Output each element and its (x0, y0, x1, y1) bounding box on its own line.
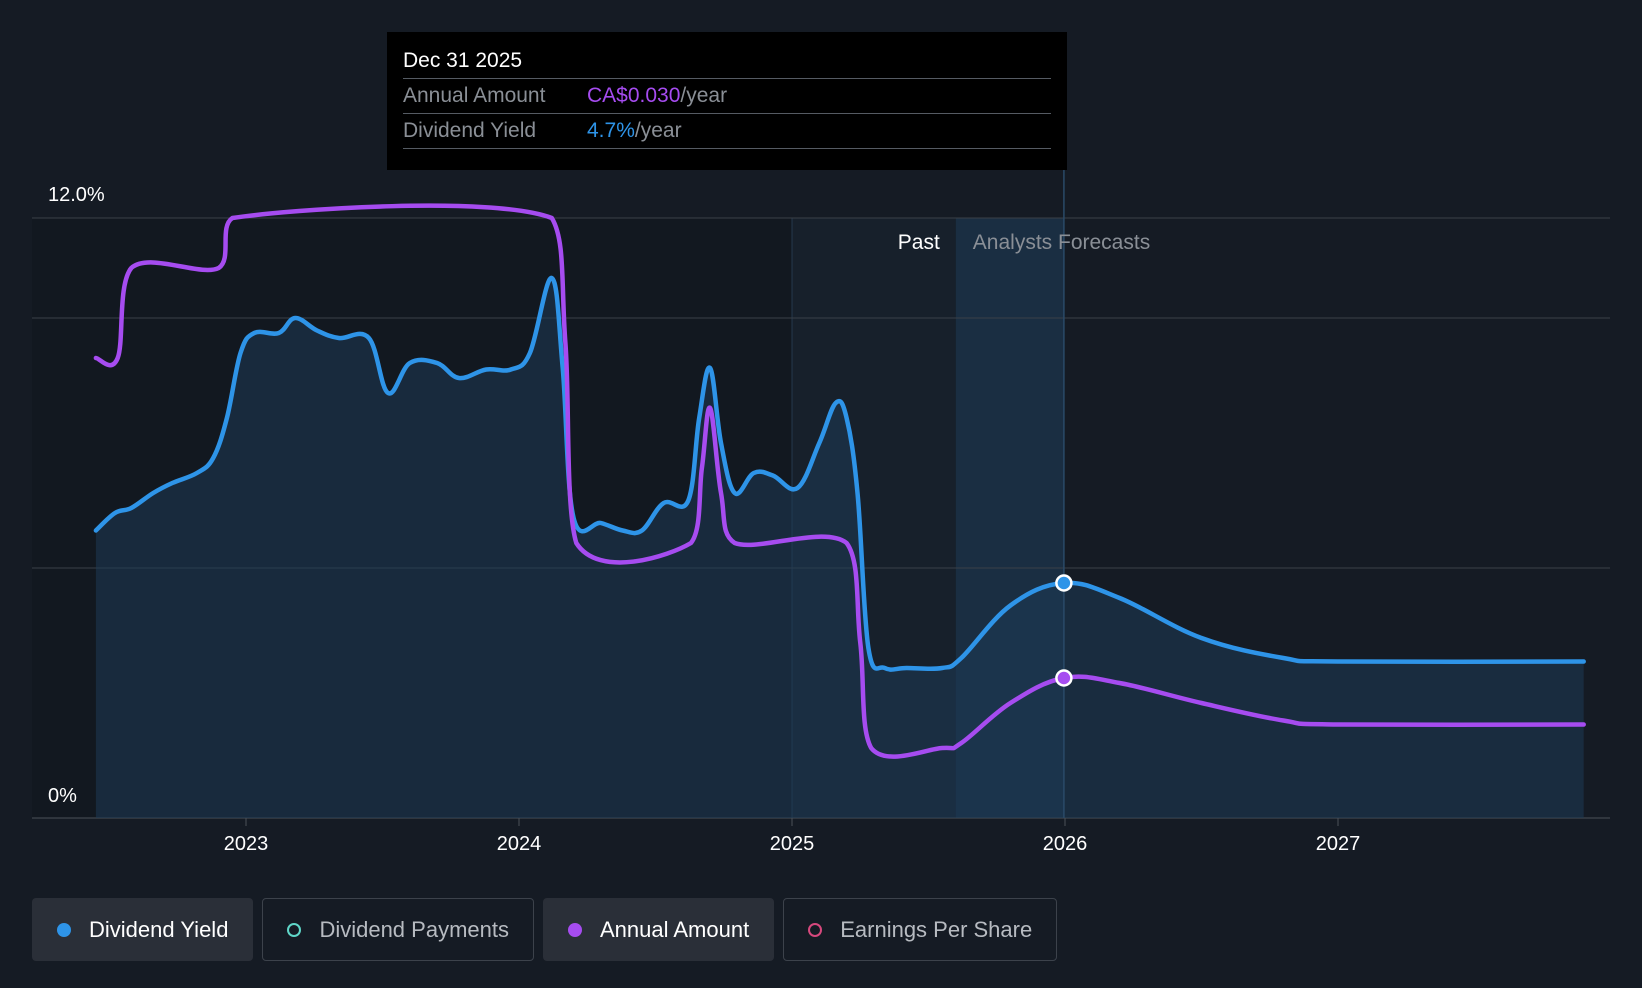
analysts-forecasts-label: Analysts Forecasts (973, 231, 1150, 254)
chart-tooltip: Dec 31 2025 Annual Amount CA$0.030 /year… (387, 32, 1067, 170)
earnings-per-share-ring-icon (808, 922, 823, 937)
legend-label: Earnings Per Share (840, 916, 1033, 942)
x-tick-label: 2026 (1043, 833, 1088, 855)
chart-legend: Dividend Yield Dividend Payments Annual … (32, 898, 1058, 961)
dividend-payments-ring-icon (287, 922, 302, 937)
dividend-yield-dot-icon (57, 922, 71, 937)
tooltip-unit: /year (680, 84, 728, 107)
tooltip-date: Dec 31 2025 (403, 44, 1051, 79)
legend-label: Dividend Payments (319, 916, 509, 942)
tooltip-unit: /year (634, 119, 682, 142)
y-tick-label: 0% (48, 785, 77, 807)
dividend-yield-area (95, 277, 1584, 818)
annual-amount-highlight-point (1055, 669, 1073, 687)
x-tick-label: 2023 (224, 833, 269, 855)
legend-label: Annual Amount (599, 916, 750, 942)
tooltip-value: 4.7% (587, 119, 635, 142)
annual-amount-dot-icon (567, 922, 582, 937)
annual-amount-line (93, 203, 1586, 759)
y-tick-label: 12.0% (48, 184, 105, 206)
legend-label: Dividend Yield (89, 916, 229, 942)
legend-annual-amount[interactable]: Annual Amount (542, 898, 775, 961)
tooltip-label: Dividend Yield (403, 119, 537, 142)
tooltip-label: Annual Amount (403, 84, 546, 107)
dividend-yield-line (93, 275, 1586, 672)
legend-earnings-per-share[interactable]: Earnings Per Share (783, 898, 1058, 961)
tooltip-row-annual-amount: Annual Amount CA$0.030 /year (403, 79, 1051, 114)
tooltip-value: CA$0.030 (587, 84, 681, 107)
x-tick-label: 2027 (1316, 833, 1361, 855)
dividend-yield-highlight-point (1055, 574, 1073, 592)
legend-dividend-yield[interactable]: Dividend Yield (32, 898, 254, 961)
x-tick-label: 2024 (497, 833, 542, 855)
past-label: Past (898, 231, 940, 254)
x-tick-label: 2025 (770, 833, 815, 855)
legend-dividend-payments[interactable]: Dividend Payments (262, 898, 534, 961)
tooltip-row-dividend-yield: Dividend Yield 4.7% /year (403, 114, 1051, 149)
